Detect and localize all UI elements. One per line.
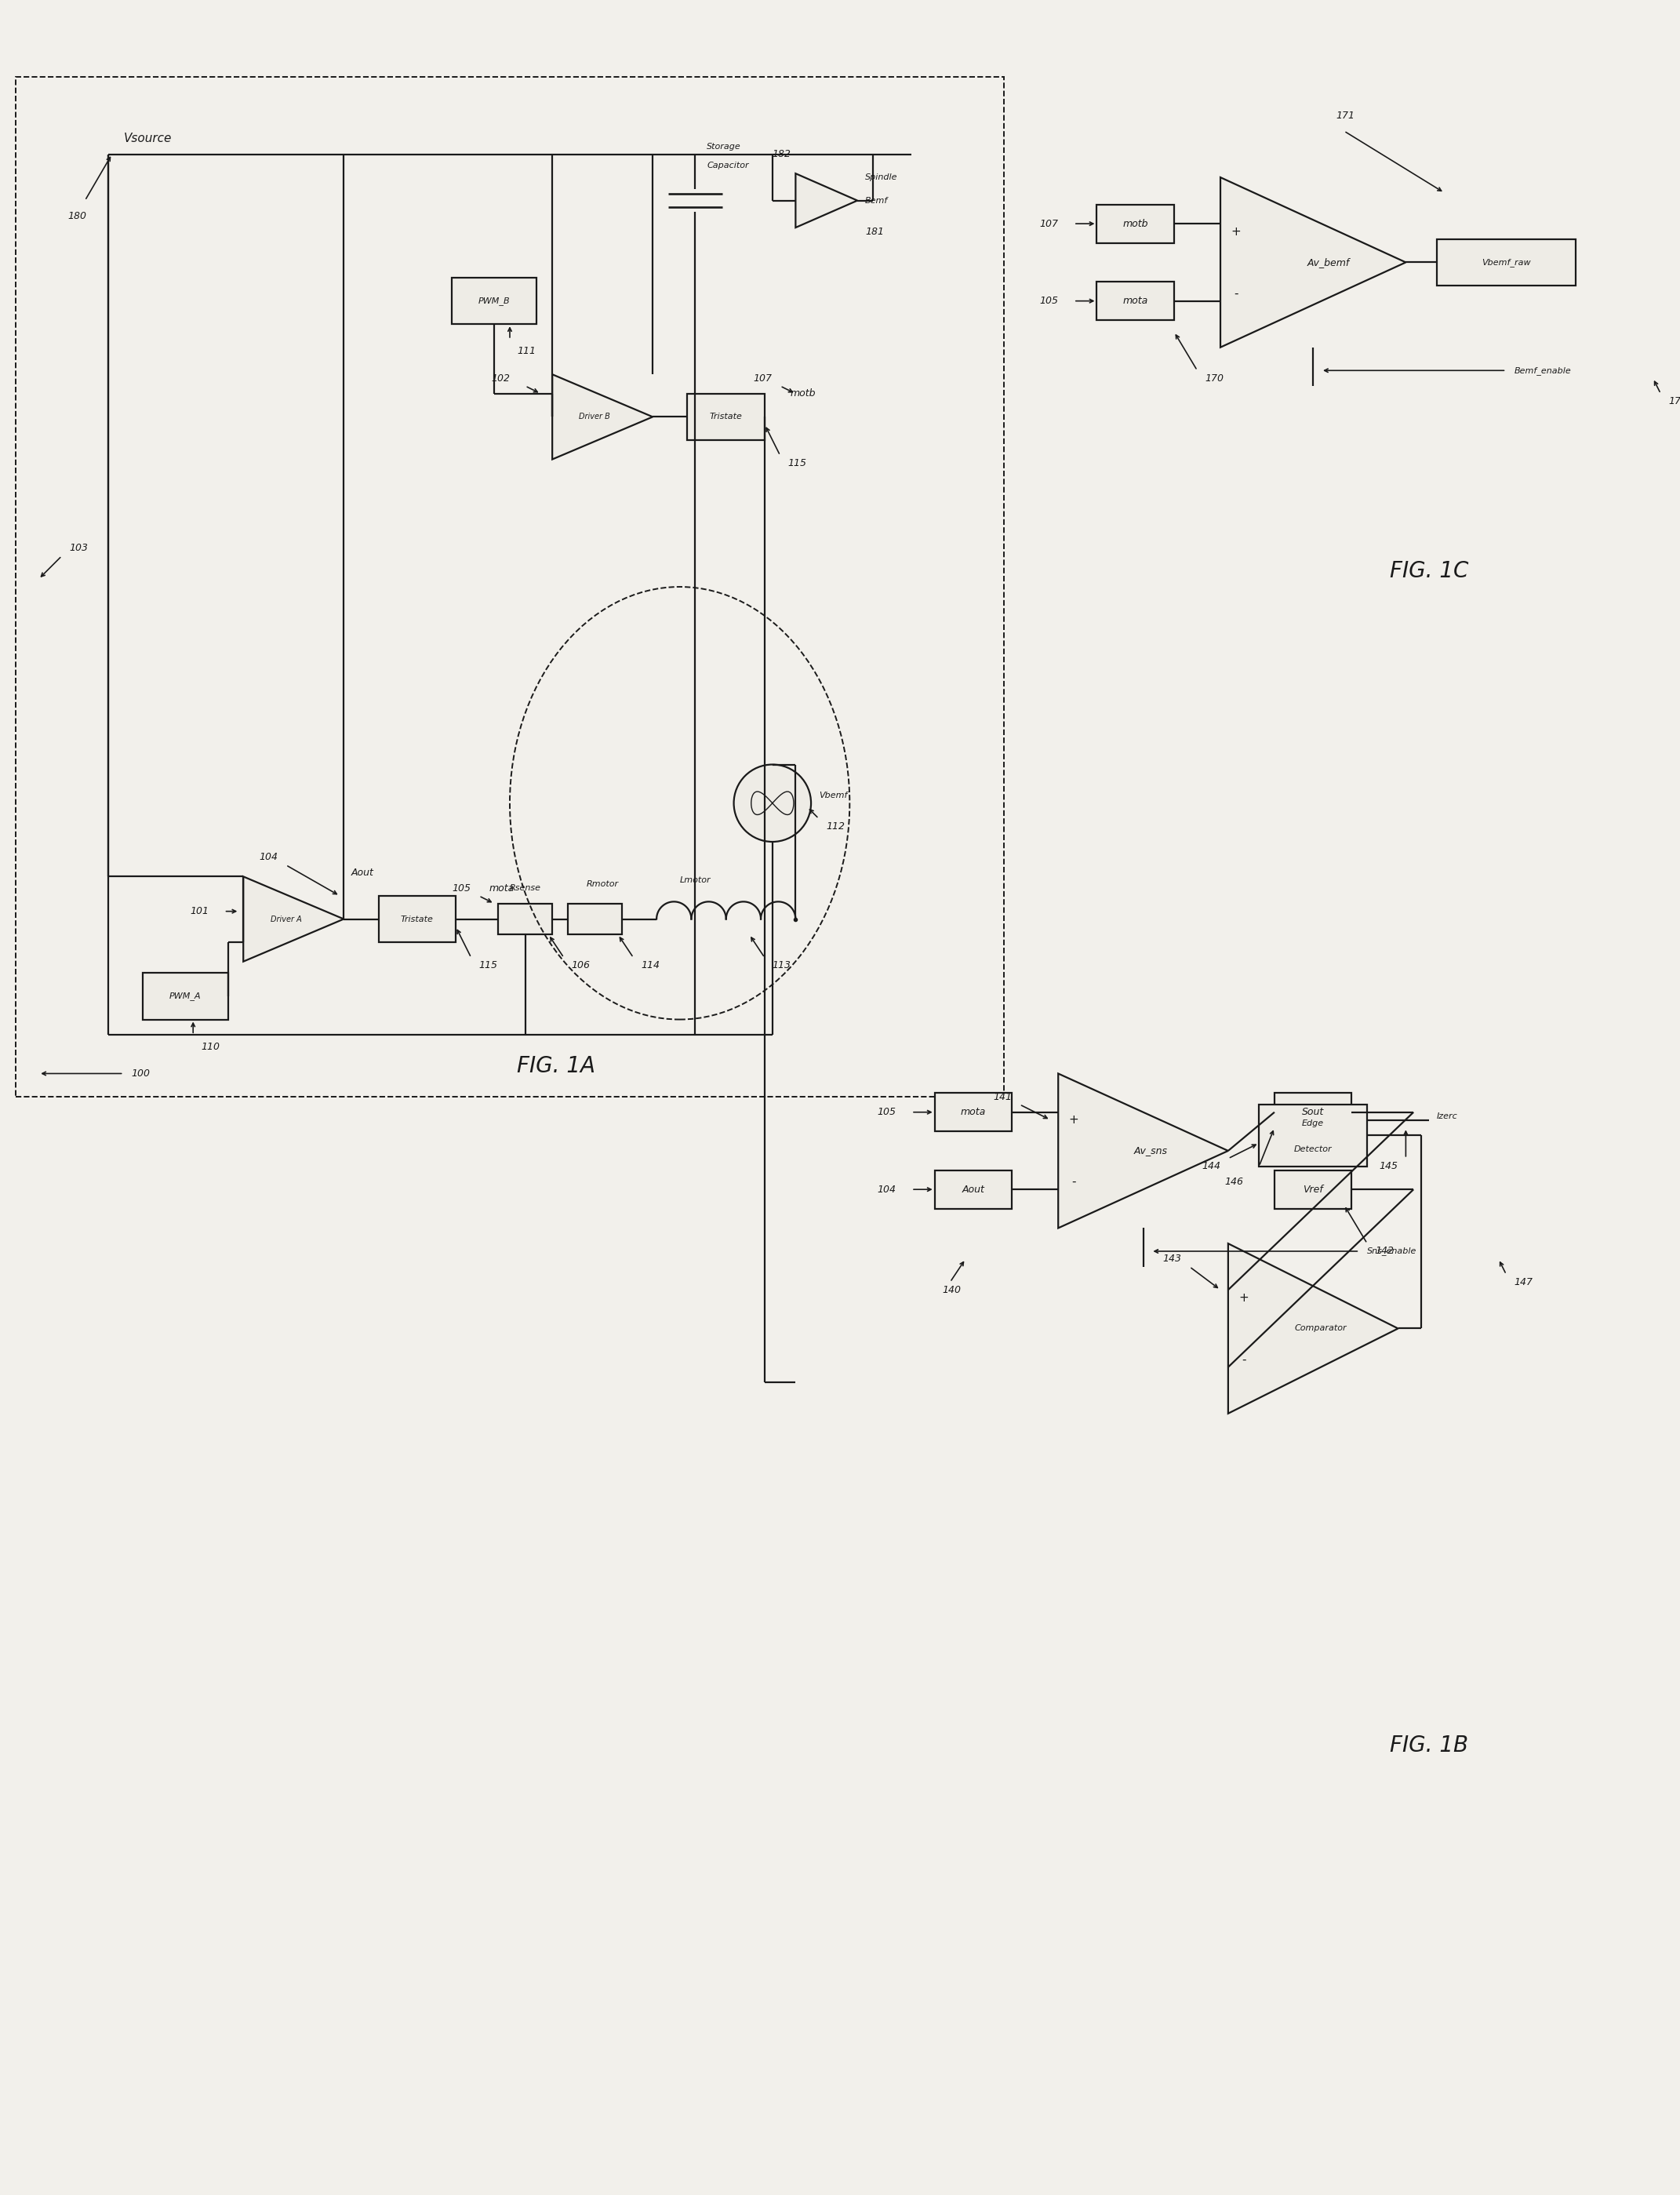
Text: 105: 105 bbox=[877, 1106, 895, 1117]
Text: 115: 115 bbox=[479, 959, 497, 970]
Bar bbox=[934, 1093, 1011, 1130]
Polygon shape bbox=[796, 173, 857, 228]
Polygon shape bbox=[1220, 178, 1406, 347]
Bar bbox=[15, 77, 1005, 1098]
Bar bbox=[1275, 1093, 1352, 1130]
Text: FIG. 1C: FIG. 1C bbox=[1389, 560, 1468, 582]
Text: 141: 141 bbox=[993, 1091, 1011, 1102]
Polygon shape bbox=[553, 375, 654, 459]
Text: Izerc: Izerc bbox=[1436, 1113, 1458, 1119]
Text: 145: 145 bbox=[1379, 1161, 1398, 1172]
Bar bbox=[1275, 1170, 1352, 1209]
Text: +: + bbox=[1231, 226, 1242, 237]
Text: motb: motb bbox=[1122, 220, 1147, 228]
Text: 144: 144 bbox=[1201, 1161, 1220, 1172]
Text: Tristate: Tristate bbox=[709, 413, 743, 421]
Text: 182: 182 bbox=[773, 149, 791, 160]
Text: 142: 142 bbox=[1374, 1247, 1394, 1256]
Text: FIG. 1A: FIG. 1A bbox=[517, 1056, 595, 1078]
Text: 107: 107 bbox=[754, 373, 773, 384]
Text: Sns_enable: Sns_enable bbox=[1368, 1247, 1416, 1256]
Text: -: - bbox=[1072, 1177, 1075, 1187]
Polygon shape bbox=[1228, 1245, 1398, 1414]
Bar bbox=[499, 904, 553, 935]
Text: motb: motb bbox=[791, 389, 816, 399]
Text: +: + bbox=[1068, 1115, 1079, 1126]
Text: Edge: Edge bbox=[1302, 1119, 1324, 1128]
Text: Driver A: Driver A bbox=[270, 915, 301, 922]
Text: -: - bbox=[1233, 288, 1238, 299]
Text: 106: 106 bbox=[571, 959, 590, 970]
Text: Av_bemf: Av_bemf bbox=[1307, 257, 1349, 268]
Text: mota: mota bbox=[1122, 296, 1147, 305]
Text: Bemf: Bemf bbox=[865, 198, 889, 204]
Text: 172: 172 bbox=[1668, 397, 1680, 406]
Text: 112: 112 bbox=[827, 821, 845, 832]
Text: +: + bbox=[1238, 1291, 1248, 1304]
Text: 105: 105 bbox=[452, 882, 470, 893]
Text: 147: 147 bbox=[1514, 1277, 1532, 1286]
Text: 100: 100 bbox=[131, 1069, 150, 1078]
Text: -: - bbox=[1242, 1354, 1247, 1365]
Bar bbox=[378, 896, 455, 942]
Text: Sout: Sout bbox=[1302, 1106, 1324, 1117]
Bar bbox=[1097, 204, 1174, 244]
Bar bbox=[452, 279, 538, 325]
Text: Vref: Vref bbox=[1304, 1185, 1324, 1194]
Text: Rsense: Rsense bbox=[509, 885, 541, 891]
Text: 180: 180 bbox=[67, 211, 87, 222]
Text: Storage: Storage bbox=[707, 143, 741, 151]
Text: 143: 143 bbox=[1163, 1253, 1181, 1264]
Bar bbox=[687, 393, 764, 439]
Text: Vbemf_raw: Vbemf_raw bbox=[1482, 259, 1530, 266]
Text: 170: 170 bbox=[1205, 373, 1223, 384]
Text: 115: 115 bbox=[788, 459, 806, 468]
Text: 103: 103 bbox=[69, 542, 89, 553]
Text: Lmotor: Lmotor bbox=[680, 876, 711, 885]
Text: Detector: Detector bbox=[1294, 1146, 1332, 1152]
Text: FIG. 1B: FIG. 1B bbox=[1389, 1734, 1468, 1756]
Bar bbox=[1097, 281, 1174, 320]
Text: Spindle: Spindle bbox=[865, 173, 897, 182]
Text: Av_sns: Av_sns bbox=[1134, 1146, 1168, 1157]
Text: Vbemf: Vbemf bbox=[818, 792, 847, 799]
Text: Aout: Aout bbox=[963, 1185, 984, 1194]
Text: 104: 104 bbox=[259, 852, 279, 863]
Text: Tristate: Tristate bbox=[402, 915, 433, 922]
Text: Bemf_enable: Bemf_enable bbox=[1514, 367, 1571, 375]
Text: Comparator: Comparator bbox=[1295, 1324, 1347, 1332]
Bar bbox=[568, 904, 622, 935]
Text: mota: mota bbox=[961, 1106, 986, 1117]
Polygon shape bbox=[244, 876, 344, 961]
Text: PWM_B: PWM_B bbox=[479, 296, 511, 305]
Bar bbox=[143, 972, 228, 1018]
Text: mota: mota bbox=[489, 882, 514, 893]
Circle shape bbox=[734, 764, 811, 841]
Text: Driver B: Driver B bbox=[580, 413, 610, 421]
Bar bbox=[934, 1170, 1011, 1209]
Bar bbox=[1258, 1104, 1368, 1166]
Bar bbox=[1436, 239, 1576, 285]
Polygon shape bbox=[1058, 1073, 1228, 1227]
Text: Aout: Aout bbox=[351, 867, 375, 878]
Text: Capacitor: Capacitor bbox=[707, 162, 749, 169]
Text: 104: 104 bbox=[877, 1185, 895, 1194]
Text: 113: 113 bbox=[773, 959, 791, 970]
Text: 146: 146 bbox=[1225, 1177, 1243, 1187]
Text: Vsource: Vsource bbox=[124, 134, 171, 145]
Text: 107: 107 bbox=[1040, 220, 1058, 228]
Text: Rmotor: Rmotor bbox=[586, 880, 618, 889]
Text: 105: 105 bbox=[1040, 296, 1058, 305]
Text: PWM_A: PWM_A bbox=[170, 992, 202, 1001]
Text: 181: 181 bbox=[865, 226, 884, 237]
Text: 114: 114 bbox=[642, 959, 660, 970]
Text: 171: 171 bbox=[1336, 110, 1356, 121]
Text: 101: 101 bbox=[190, 907, 208, 915]
Text: 140: 140 bbox=[942, 1284, 961, 1295]
Text: 102: 102 bbox=[491, 373, 509, 384]
Text: 110: 110 bbox=[202, 1040, 220, 1051]
Text: 111: 111 bbox=[517, 347, 536, 356]
